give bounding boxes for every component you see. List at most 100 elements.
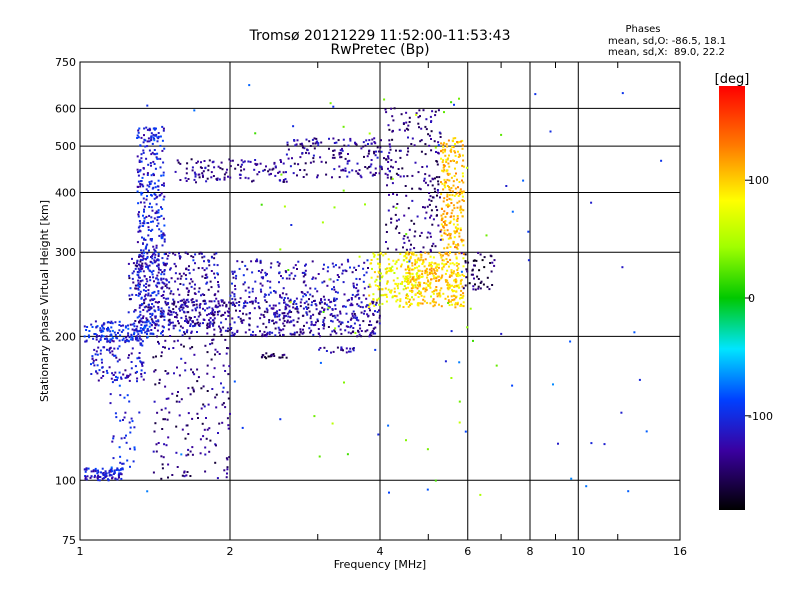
data-point — [460, 278, 463, 281]
data-point — [131, 347, 134, 350]
data-point — [352, 327, 355, 329]
data-point — [349, 137, 352, 140]
data-point — [168, 313, 171, 316]
data-point — [204, 166, 207, 169]
data-point — [190, 330, 193, 333]
data-point — [362, 294, 365, 297]
data-point — [129, 338, 132, 341]
data-point — [193, 303, 196, 306]
data-point — [432, 268, 435, 271]
data-point — [434, 479, 437, 482]
data-point — [255, 260, 257, 263]
data-point — [489, 262, 492, 264]
data-point — [111, 322, 114, 325]
data-point — [430, 149, 433, 152]
data-point — [201, 267, 204, 270]
data-point — [451, 194, 454, 197]
data-point — [263, 316, 266, 318]
data-point — [280, 296, 283, 299]
data-point — [196, 380, 199, 383]
data-point — [204, 344, 207, 347]
data-point — [462, 239, 465, 242]
data-point — [276, 261, 279, 264]
data-point — [458, 421, 461, 424]
data-point — [249, 312, 251, 314]
data-point — [441, 148, 444, 151]
data-point — [149, 260, 152, 263]
data-point — [289, 298, 292, 301]
data-point — [254, 334, 257, 336]
data-point — [107, 326, 109, 329]
data-point — [269, 286, 272, 289]
data-point — [94, 474, 96, 477]
data-point — [426, 236, 429, 239]
data-point — [229, 294, 232, 297]
data-point — [282, 333, 284, 336]
data-point — [161, 325, 164, 328]
y-tick-label: 200 — [55, 330, 76, 343]
data-point — [153, 217, 156, 220]
data-point — [207, 288, 210, 291]
data-point — [447, 173, 450, 176]
data-point — [150, 132, 153, 135]
data-point — [370, 262, 373, 265]
data-point — [378, 266, 381, 269]
data-point — [418, 293, 421, 295]
data-point — [495, 364, 498, 367]
data-point — [153, 252, 156, 255]
data-point — [297, 260, 300, 263]
data-point — [360, 330, 363, 332]
data-point — [150, 194, 153, 197]
data-point — [145, 247, 147, 250]
data-point — [151, 255, 154, 257]
data-point — [95, 358, 98, 361]
data-point — [230, 327, 233, 329]
data-point — [303, 324, 305, 327]
data-point — [143, 371, 146, 374]
data-point — [202, 175, 204, 178]
data-point — [137, 215, 140, 218]
x-tick-label: 4 — [377, 545, 384, 558]
data-point — [88, 330, 91, 332]
data-point — [191, 386, 194, 389]
data-point — [405, 294, 408, 297]
data-point — [436, 275, 439, 278]
data-point — [105, 335, 108, 338]
data-point — [378, 303, 381, 306]
data-point — [179, 309, 181, 312]
data-point — [157, 292, 160, 295]
data-point — [128, 379, 131, 382]
data-point — [367, 314, 370, 317]
data-point — [385, 293, 388, 296]
data-point — [156, 282, 159, 285]
data-point — [278, 281, 280, 284]
data-point — [369, 332, 372, 335]
data-point — [127, 262, 130, 265]
data-point — [321, 324, 324, 326]
data-point — [212, 313, 214, 316]
data-point — [213, 257, 216, 260]
data-point — [236, 331, 239, 333]
data-point — [268, 319, 271, 321]
data-point — [452, 146, 455, 149]
data-point — [157, 278, 160, 281]
data-point — [455, 284, 458, 287]
data-point — [299, 328, 302, 331]
data-point — [145, 286, 147, 289]
data-point — [233, 271, 236, 274]
data-point — [268, 173, 271, 176]
data-point — [384, 293, 387, 296]
data-point — [142, 328, 145, 331]
data-point — [286, 141, 289, 144]
data-point — [201, 422, 204, 425]
data-point — [355, 170, 358, 173]
data-point — [152, 220, 154, 223]
data-point — [113, 379, 116, 382]
data-point — [235, 301, 238, 304]
data-point — [480, 280, 483, 283]
data-point — [94, 333, 97, 335]
data-point — [411, 278, 414, 281]
data-point — [259, 330, 261, 333]
data-point — [406, 251, 409, 254]
data-point — [241, 426, 244, 429]
